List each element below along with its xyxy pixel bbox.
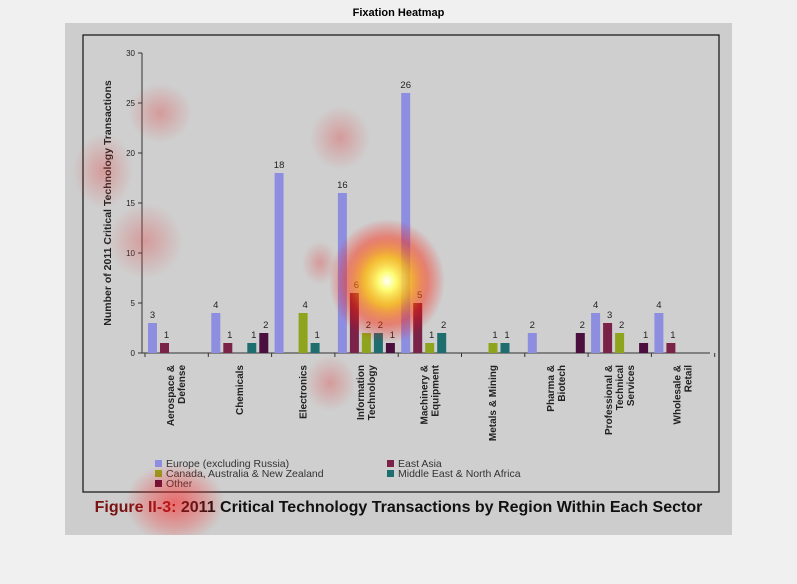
x-tick-label: Aerospace & bbox=[166, 365, 177, 426]
bar bbox=[211, 313, 221, 353]
legend-label: Middle East & North Africa bbox=[398, 468, 521, 480]
bar bbox=[575, 333, 585, 353]
bar bbox=[401, 93, 411, 353]
bar bbox=[527, 333, 537, 353]
data-label: 26 bbox=[400, 80, 411, 91]
x-tick-label: Machinery & bbox=[419, 365, 430, 424]
bar bbox=[615, 333, 625, 353]
bar bbox=[654, 313, 664, 353]
legend-item: Other bbox=[155, 478, 192, 490]
y-tick-label: 0 bbox=[131, 349, 136, 358]
x-tick-label: Professional & bbox=[604, 365, 615, 435]
bar bbox=[591, 313, 601, 353]
bar bbox=[361, 333, 371, 353]
x-tick-label: Electronics bbox=[298, 365, 309, 419]
x-tick-label: Equipment bbox=[430, 364, 441, 416]
data-label: 1 bbox=[504, 330, 509, 341]
data-label: 4 bbox=[593, 300, 598, 311]
bar bbox=[425, 343, 435, 353]
y-axis-label: Number of 2011 Critical Technology Trans… bbox=[102, 80, 114, 326]
data-label: 3 bbox=[150, 310, 155, 321]
legend-item: Middle East & North Africa bbox=[387, 468, 521, 480]
legend-swatch bbox=[155, 460, 162, 467]
bar bbox=[666, 343, 676, 353]
x-tick-label: Technology bbox=[367, 365, 378, 421]
data-label: 1 bbox=[492, 330, 497, 341]
stimulus-image: 0 5 10 15 20 25 30 Number of 2011 Critical Tech… bbox=[65, 23, 732, 535]
data-label: 4 bbox=[213, 300, 218, 311]
bar bbox=[259, 333, 269, 353]
y-tick-label: 5 bbox=[131, 299, 136, 308]
data-label: 1 bbox=[390, 330, 395, 341]
x-tick-label: Metals & Mining bbox=[488, 365, 499, 441]
data-label: 2 bbox=[441, 320, 446, 331]
figure-caption-text: 2011 Critical Technology Transactions by… bbox=[180, 499, 703, 516]
x-tick-label: Defense bbox=[177, 365, 188, 404]
data-label: 1 bbox=[227, 330, 232, 341]
x-tick-label: Information bbox=[356, 365, 367, 420]
x-tick-label: Services bbox=[626, 365, 637, 407]
data-label: 1 bbox=[643, 330, 648, 341]
y-tick-label: 15 bbox=[126, 199, 135, 208]
data-label: 6 bbox=[354, 280, 359, 291]
legend-swatch bbox=[387, 470, 394, 477]
bar bbox=[310, 343, 320, 353]
data-label: 1 bbox=[429, 330, 434, 341]
bar bbox=[298, 313, 308, 353]
data-label: 2 bbox=[580, 320, 585, 331]
data-label: 2 bbox=[619, 320, 624, 331]
data-label: 5 bbox=[417, 290, 422, 301]
y-tick-label: 25 bbox=[126, 99, 135, 108]
data-label: 4 bbox=[302, 300, 307, 311]
plot-frame bbox=[82, 34, 720, 493]
legend-swatch bbox=[155, 480, 162, 487]
bar bbox=[603, 323, 613, 353]
data-label: 1 bbox=[314, 330, 319, 341]
data-label: 16 bbox=[337, 180, 348, 191]
bar bbox=[500, 343, 510, 353]
bar bbox=[488, 343, 498, 353]
y-tick-label: 30 bbox=[126, 49, 135, 58]
data-label: 1 bbox=[670, 330, 675, 341]
legend-swatch bbox=[155, 470, 162, 477]
window-title: Fixation Heatmap bbox=[352, 7, 445, 19]
bar bbox=[223, 343, 233, 353]
figure-caption: Figure II-3: 2011 Critical Technology Tr… bbox=[65, 499, 732, 517]
bar bbox=[639, 343, 649, 353]
data-label: 1 bbox=[251, 330, 256, 341]
legend-label: East Asia bbox=[398, 458, 442, 470]
legend-label: Other bbox=[166, 478, 193, 490]
x-tick-label: Biotech bbox=[557, 365, 568, 402]
bar bbox=[337, 193, 347, 353]
bar bbox=[274, 173, 284, 353]
x-tick-label: Chemicals bbox=[235, 365, 246, 415]
x-tick-label: Technical bbox=[615, 365, 626, 411]
data-label: 2 bbox=[366, 320, 371, 331]
x-tick-label: Retail bbox=[684, 365, 695, 392]
legend-swatch bbox=[387, 460, 394, 467]
bar bbox=[385, 343, 395, 353]
data-label: 2 bbox=[263, 320, 268, 331]
data-label: 4 bbox=[656, 300, 661, 311]
data-label: 1 bbox=[164, 330, 169, 341]
bar bbox=[437, 333, 447, 353]
figure-label: Figure II-3: bbox=[94, 499, 177, 516]
x-tick-label: Wholesale & bbox=[673, 365, 684, 424]
bar bbox=[349, 293, 359, 353]
bar bbox=[148, 323, 157, 353]
y-tick-label: 20 bbox=[126, 149, 135, 158]
bar bbox=[160, 343, 169, 353]
data-label: 3 bbox=[607, 310, 612, 321]
bar bbox=[247, 343, 257, 353]
data-label: 2 bbox=[530, 320, 535, 331]
bar bbox=[373, 333, 383, 353]
data-label: 18 bbox=[274, 160, 285, 171]
bar bbox=[413, 303, 423, 353]
x-tick-label: Pharma & bbox=[546, 365, 557, 412]
data-label: 2 bbox=[378, 320, 383, 331]
y-tick-label: 10 bbox=[126, 249, 135, 258]
legend-item: East Asia bbox=[387, 458, 442, 470]
